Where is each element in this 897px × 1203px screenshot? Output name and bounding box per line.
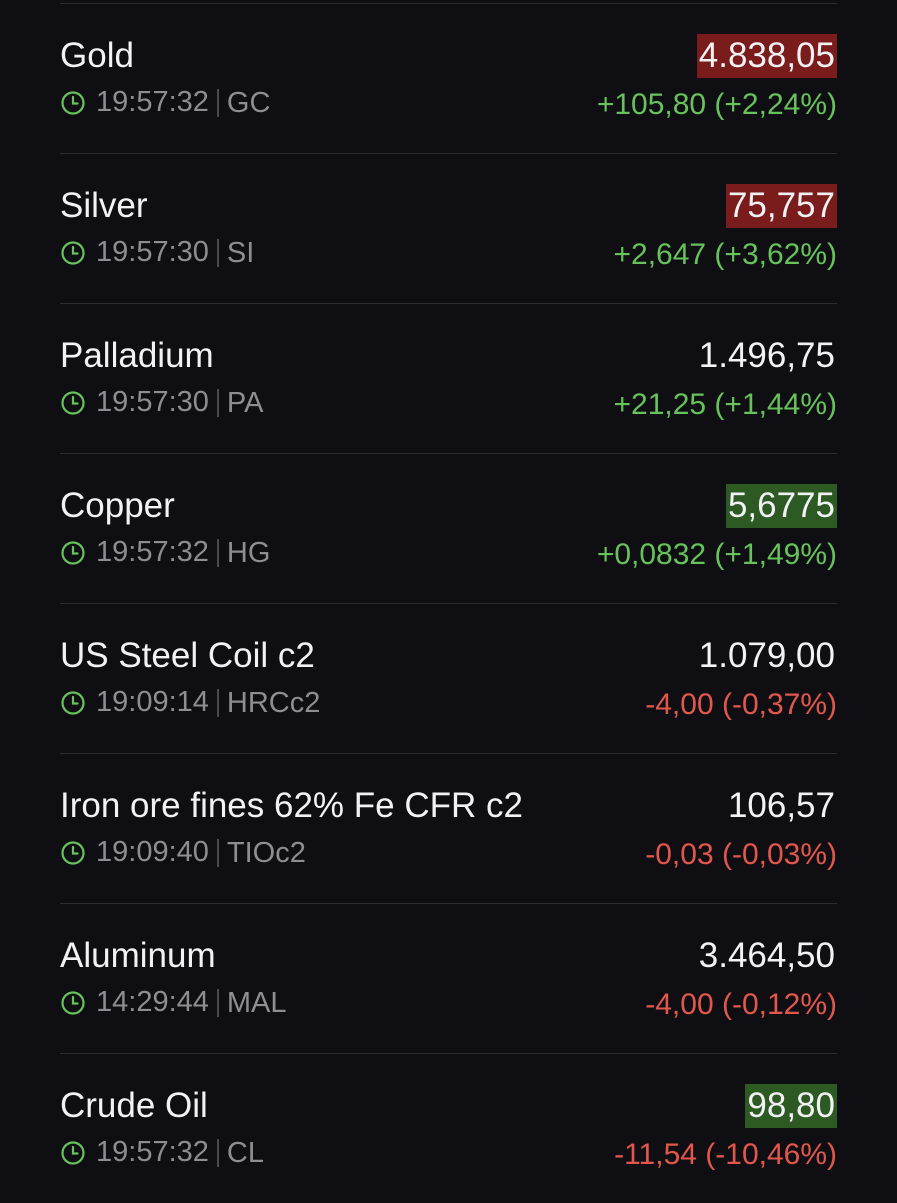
commodity-row[interactable]: US Steel Coil c2 19:09:14 HRCc2 1.079,00 -4,… bbox=[60, 603, 837, 753]
update-time: 19:57:32 bbox=[96, 86, 209, 118]
price: 1.079,00 bbox=[698, 636, 835, 675]
clock-icon bbox=[61, 1140, 85, 1165]
commodity-name: Gold bbox=[60, 36, 134, 75]
symbol: HRCc2 bbox=[216, 688, 320, 717]
commodity-name: Palladium bbox=[60, 336, 214, 375]
update-time: 19:57:30 bbox=[96, 236, 209, 268]
commodity-name: Silver bbox=[60, 186, 148, 225]
commodity-row[interactable]: Palladium 19:57:30 PA 1.496,75 +21,25 (+1,44… bbox=[60, 303, 837, 453]
update-time: 19:57:32 bbox=[96, 1136, 209, 1168]
update-time: 19:09:14 bbox=[96, 686, 209, 718]
price-change: +21,25 (+1,44%) bbox=[613, 388, 838, 421]
commodity-meta: 19:57:32 HG bbox=[60, 536, 270, 569]
commodity-row[interactable]: Crude Oil 19:57:32 CL 98,80 -11,54 (-10,46%) bbox=[60, 1053, 837, 1203]
commodity-meta: 19:57:30 PA bbox=[60, 386, 263, 419]
clock-icon bbox=[61, 840, 85, 865]
clock-icon bbox=[61, 990, 85, 1015]
symbol: TIOc2 bbox=[216, 838, 306, 867]
symbol: CL bbox=[216, 1138, 264, 1167]
commodity-meta: 19:09:14 HRCc2 bbox=[60, 686, 320, 719]
commodity-meta: 19:57:30 SI bbox=[60, 236, 254, 269]
price: 4.838,05 bbox=[696, 34, 837, 78]
update-time: 19:57:32 bbox=[96, 536, 209, 568]
clock-icon bbox=[61, 240, 85, 265]
commodity-name: US Steel Coil c2 bbox=[60, 636, 315, 675]
price: 98,80 bbox=[745, 1084, 837, 1128]
clock-icon bbox=[61, 690, 85, 715]
price: 5,6775 bbox=[725, 484, 837, 528]
commodity-meta: 19:57:32 GC bbox=[60, 86, 270, 119]
clock-icon bbox=[61, 90, 85, 115]
commodity-name: Iron ore fines 62% Fe CFR c2 bbox=[60, 786, 523, 825]
commodity-meta: 19:09:40 TIOc2 bbox=[60, 836, 306, 869]
commodity-row[interactable]: Gold 19:57:32 GC 4.838,05 +105,80 (+2,24%) bbox=[60, 3, 837, 153]
commodity-row[interactable]: Silver 19:57:30 SI 75,757 +2,647 (+3,62%) bbox=[60, 153, 837, 303]
commodity-meta: 19:57:32 CL bbox=[60, 1136, 264, 1169]
price: 1.496,75 bbox=[698, 336, 835, 375]
price-change: +105,80 (+2,24%) bbox=[596, 88, 837, 121]
price-change: -4,00 (-0,12%) bbox=[645, 988, 837, 1021]
price-change: +2,647 (+3,62%) bbox=[613, 238, 838, 271]
symbol: PA bbox=[216, 388, 263, 417]
symbol: GC bbox=[216, 88, 270, 117]
price-change: -11,54 (-10,46%) bbox=[614, 1138, 837, 1171]
update-time: 19:57:30 bbox=[96, 386, 209, 418]
commodity-meta: 14:29:44 MAL bbox=[60, 986, 287, 1019]
commodity-name: Crude Oil bbox=[60, 1086, 208, 1125]
price: 106,57 bbox=[727, 786, 835, 825]
commodity-row[interactable]: Aluminum 14:29:44 MAL 3.464,50 -4,00 (-0,12%… bbox=[60, 903, 837, 1053]
symbol: SI bbox=[216, 238, 254, 267]
commodity-row[interactable]: Iron ore fines 62% Fe CFR c2 19:09:40 TIOc… bbox=[60, 753, 837, 903]
update-time: 19:09:40 bbox=[96, 836, 209, 868]
price-change: +0,0832 (+1,49%) bbox=[596, 538, 837, 571]
price: 3.464,50 bbox=[698, 936, 835, 975]
commodity-row[interactable]: Copper 19:57:32 HG 5,6775 +0,0832 (+1,49%) bbox=[60, 453, 837, 603]
symbol: HG bbox=[216, 538, 270, 567]
commodity-list: Gold 19:57:32 GC 4.838,05 +105,80 (+2,24%) Si… bbox=[60, 3, 837, 1203]
clock-icon bbox=[61, 540, 85, 565]
price: 75,757 bbox=[725, 184, 837, 228]
symbol: MAL bbox=[216, 988, 287, 1017]
update-time: 14:29:44 bbox=[96, 986, 209, 1018]
price-change: -0,03 (-0,03%) bbox=[645, 838, 837, 871]
commodity-name: Aluminum bbox=[60, 936, 216, 975]
commodity-name: Copper bbox=[60, 486, 175, 525]
clock-icon bbox=[61, 390, 85, 415]
price-change: -4,00 (-0,37%) bbox=[645, 688, 837, 721]
